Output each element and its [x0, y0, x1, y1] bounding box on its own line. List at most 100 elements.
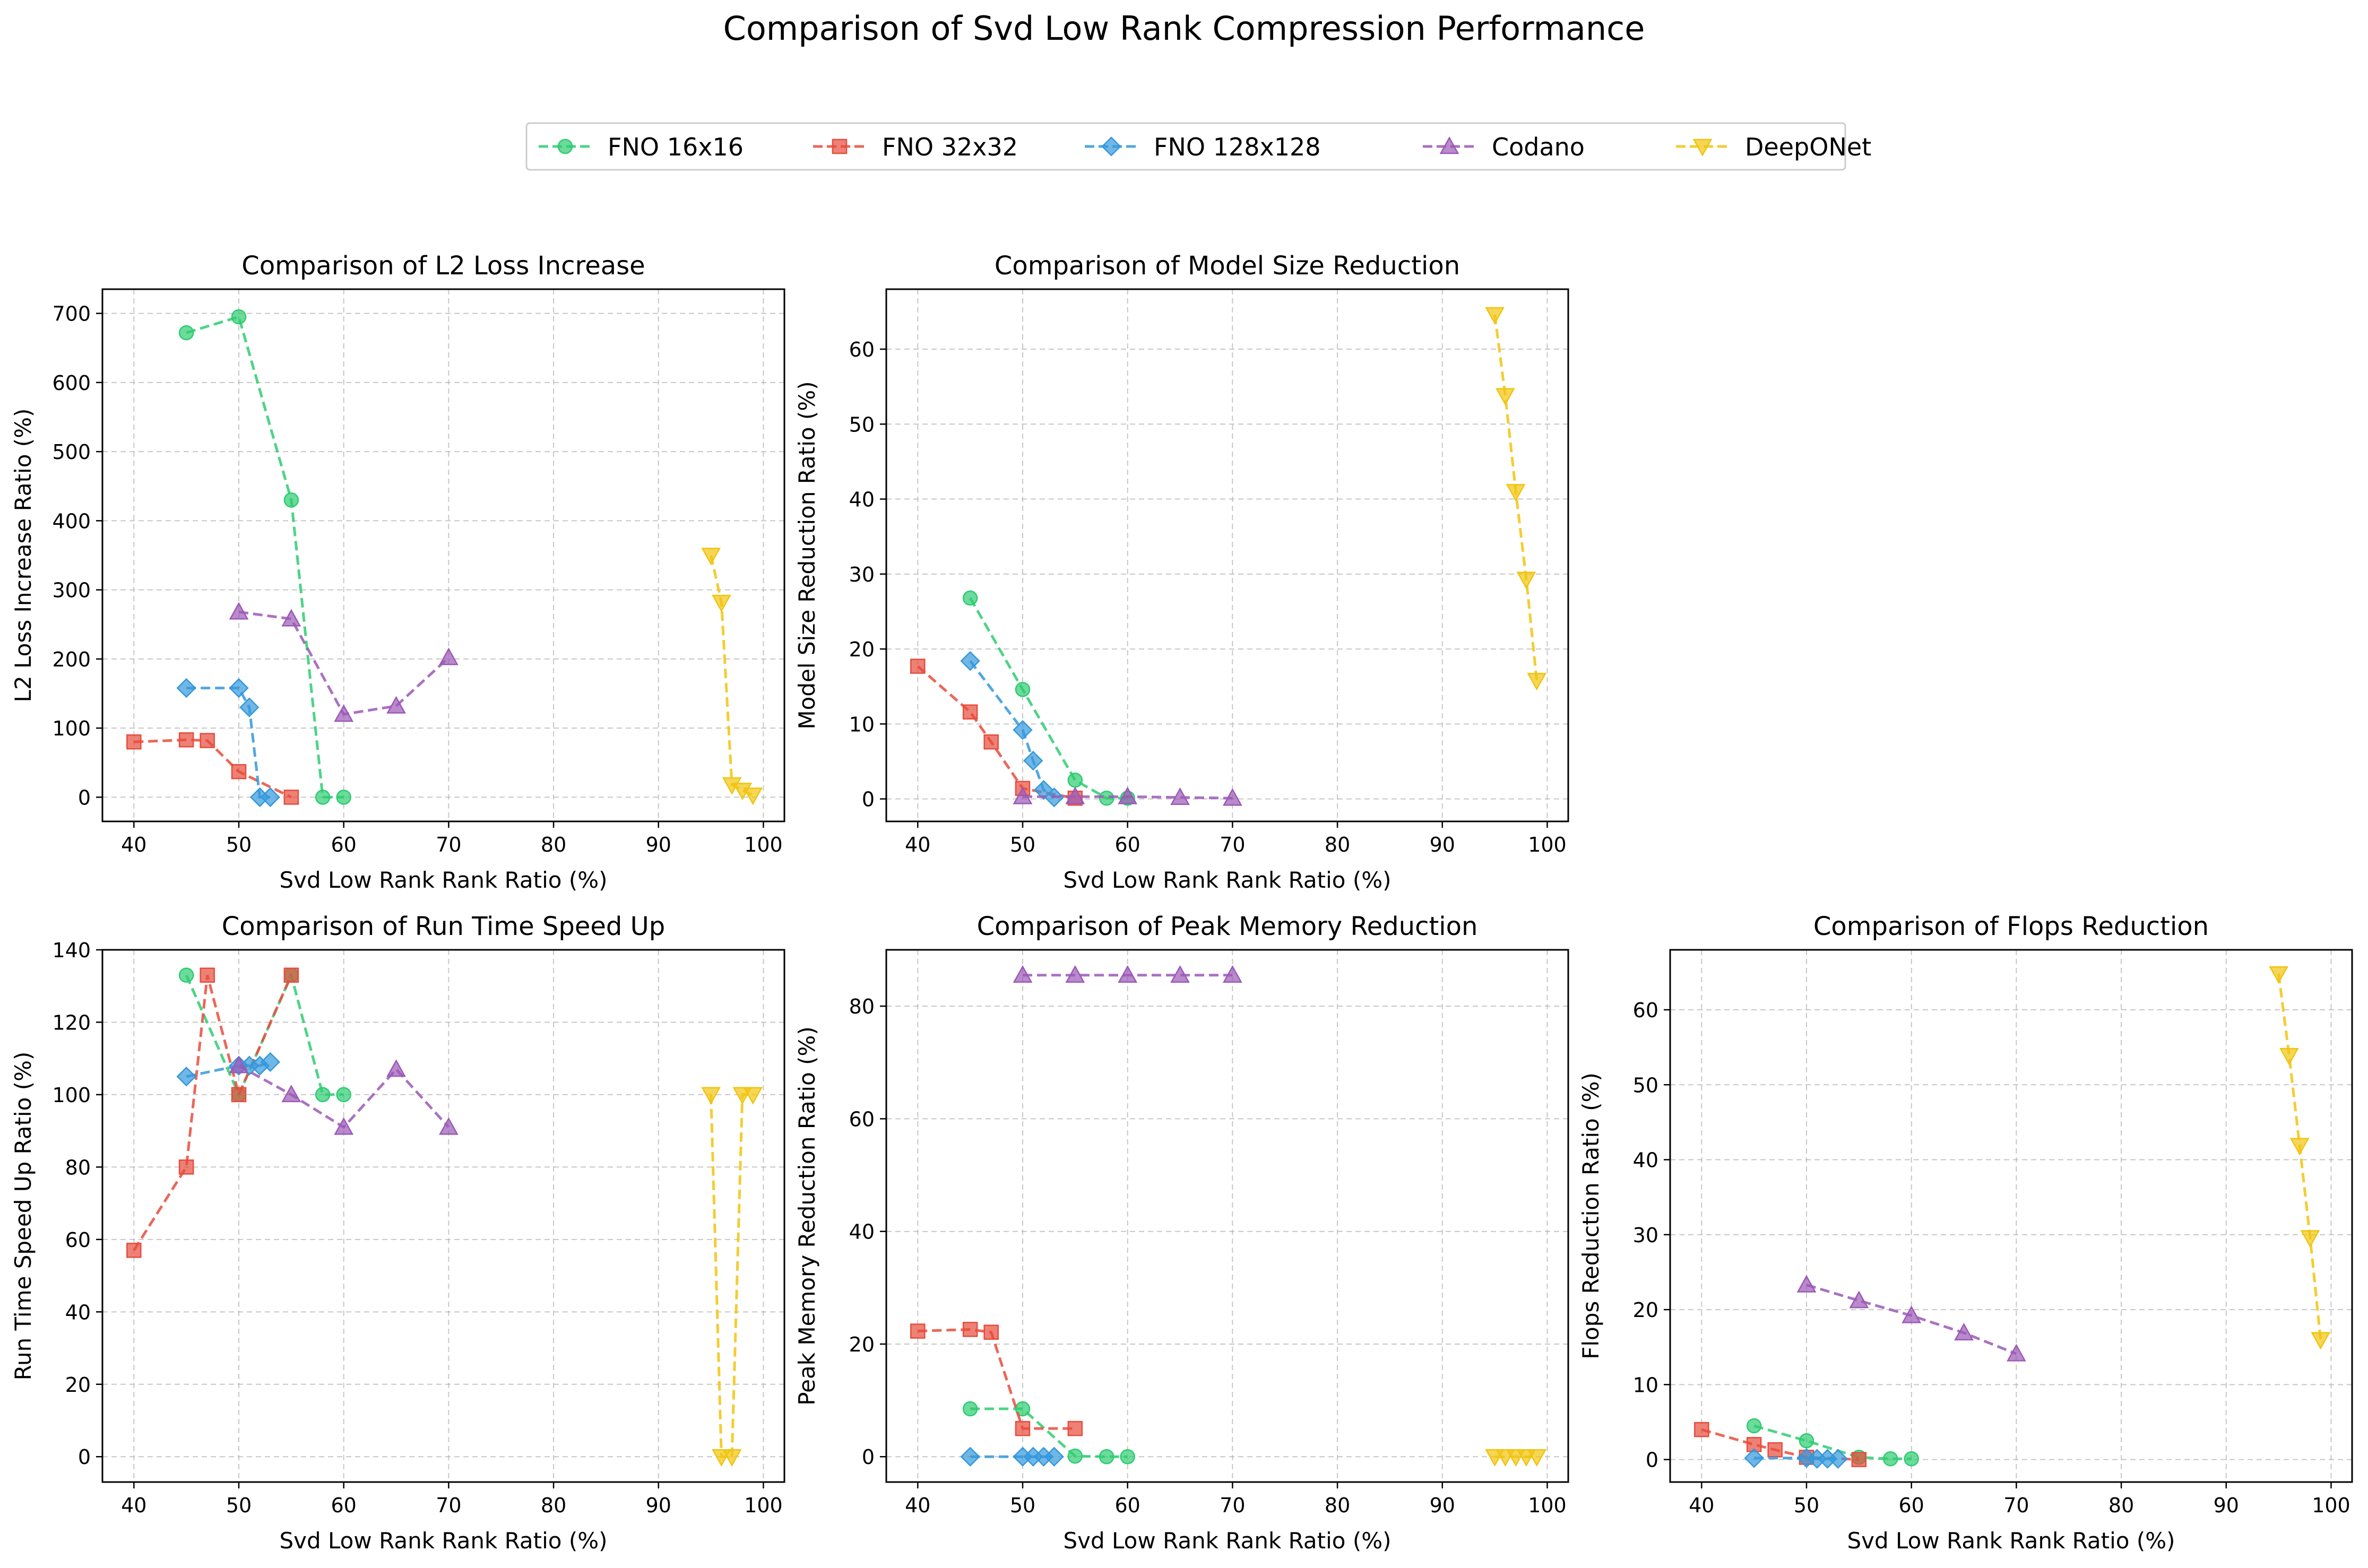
- data-point: [962, 1322, 978, 1337]
- data-point: [176, 1067, 196, 1087]
- legend-label: FNO 128x128: [1154, 133, 1321, 161]
- data-point: [1527, 1449, 1547, 1467]
- data-point: [722, 1449, 742, 1467]
- series-codano: [229, 602, 459, 722]
- legend-label: Codano: [1492, 133, 1585, 161]
- y-tick-label: 60: [1633, 999, 1658, 1022]
- x-tick-label: 90: [646, 833, 671, 856]
- x-tick-label: 90: [1430, 1494, 1455, 1517]
- legend-label: DeepONet: [1745, 133, 1871, 161]
- data-point: [1099, 790, 1114, 806]
- x-axis-label: Svd Low Rank Rank Ratio (%): [1063, 1528, 1391, 1554]
- y-tick-label: 100: [52, 1084, 91, 1107]
- data-point: [231, 309, 247, 325]
- x-tick-label: 70: [1220, 833, 1245, 856]
- data-point: [126, 734, 142, 750]
- data-point: [1799, 1433, 1814, 1449]
- x-tick-label: 70: [436, 833, 461, 856]
- y-tick-label: 20: [849, 638, 875, 661]
- subplot-title: Comparison of Peak Memory Reduction: [977, 912, 1478, 941]
- data-point: [1223, 965, 1242, 983]
- data-point: [1904, 1451, 1919, 1467]
- subplot-title: Comparison of Flops Reduction: [1813, 912, 2209, 941]
- figure-title: Comparison of Svd Low Rank Compression P…: [723, 9, 1645, 48]
- y-tick-label: 40: [849, 488, 875, 512]
- data-point: [1849, 1290, 1869, 1309]
- x-tick-label: 80: [1325, 1494, 1350, 1517]
- data-point: [1015, 682, 1031, 697]
- series-codano: [1013, 786, 1242, 806]
- y-axis-label: Peak Memory Reduction Ratio (%): [794, 1026, 820, 1405]
- data-point: [1067, 1448, 1083, 1464]
- x-tick-label: 50: [226, 1494, 252, 1517]
- series-deeponet: [701, 548, 763, 805]
- data-point: [910, 659, 926, 674]
- data-point: [1023, 750, 1043, 771]
- y-tick-label: 0: [78, 786, 91, 809]
- data-point: [260, 787, 280, 808]
- data-point: [2269, 966, 2288, 984]
- y-tick-label: 400: [52, 509, 91, 533]
- y-tick-label: 140: [52, 939, 91, 962]
- data-point: [910, 1323, 926, 1339]
- legend-marker: [1692, 138, 1713, 157]
- data-point: [281, 1085, 301, 1103]
- series-deeponet: [1485, 1449, 1547, 1467]
- data-point: [2311, 1332, 2331, 1350]
- data-point: [983, 1324, 999, 1340]
- y-tick-label: 30: [849, 563, 875, 586]
- data-point: [1033, 779, 1054, 800]
- legend-marker: [1439, 136, 1459, 154]
- y-tick-label: 20: [1633, 1298, 1658, 1322]
- x-tick-label: 100: [1528, 833, 1567, 856]
- subplot-title: Comparison of Model Size Reduction: [995, 251, 1460, 281]
- x-tick-label: 60: [1899, 1494, 1924, 1517]
- y-tick-label: 40: [849, 1220, 875, 1244]
- series-line: [969, 597, 1128, 800]
- x-tick-label: 60: [1115, 1494, 1140, 1517]
- data-point: [1516, 571, 1536, 590]
- data-point: [200, 733, 215, 748]
- x-tick-label: 100: [2312, 1494, 2350, 1517]
- x-tick-label: 40: [121, 833, 146, 856]
- series-line: [134, 738, 292, 799]
- series-line: [917, 665, 1076, 800]
- legend-label: FNO 32x32: [882, 133, 1018, 161]
- data-point: [1015, 1401, 1031, 1417]
- subplot-comparison-of-peak-memory-reduction: 40 50 60 70 80 90 100 0 20 40 60 80 Comparison of Pe…: [794, 912, 1569, 1554]
- data-point: [176, 678, 196, 698]
- series-fno-16x16: [962, 1401, 1135, 1465]
- y-tick-label: 20: [65, 1373, 91, 1397]
- y-tick-label: 40: [65, 1301, 91, 1324]
- data-point: [2007, 1344, 2026, 1362]
- x-axis-label: Svd Low Rank Rank Ratio (%): [279, 1528, 607, 1554]
- series-codano: [1796, 1275, 2026, 1362]
- data-point: [260, 1052, 280, 1072]
- data-point: [1902, 1305, 1922, 1323]
- data-point: [960, 1446, 980, 1467]
- data-point: [1065, 965, 1085, 983]
- data-point: [960, 651, 980, 671]
- x-tick-label: 70: [2003, 1494, 2029, 1517]
- series-deeponet: [2269, 966, 2331, 1350]
- y-tick-label: 50: [849, 413, 875, 436]
- legend-item-fno-128x128: FNO 128x128: [1085, 133, 1321, 161]
- data-point: [962, 704, 978, 720]
- data-point: [1013, 720, 1033, 740]
- subplot-comparison-of-run-time-speed-up: 40 50 60 70 80 90 100 0 20 40 60 80 100 120 140 Compari…: [10, 912, 785, 1554]
- x-tick-label: 90: [1430, 833, 1455, 856]
- y-tick-label: 10: [1633, 1373, 1658, 1397]
- y-tick-label: 500: [52, 440, 91, 464]
- series-line: [970, 1407, 1128, 1458]
- y-tick-label: 0: [78, 1445, 91, 1469]
- data-point: [334, 1117, 354, 1135]
- x-tick-label: 50: [1010, 833, 1035, 856]
- x-tick-label: 90: [646, 1494, 671, 1517]
- data-point: [283, 967, 299, 983]
- series-fno-128x128: [1744, 1448, 1848, 1469]
- x-axis-label: Svd Low Rank Rank Ratio (%): [279, 867, 607, 893]
- series-fno-32x32: [910, 659, 1083, 806]
- axes-frame: [1669, 949, 2353, 1483]
- x-tick-label: 50: [226, 833, 252, 856]
- data-point: [231, 764, 247, 779]
